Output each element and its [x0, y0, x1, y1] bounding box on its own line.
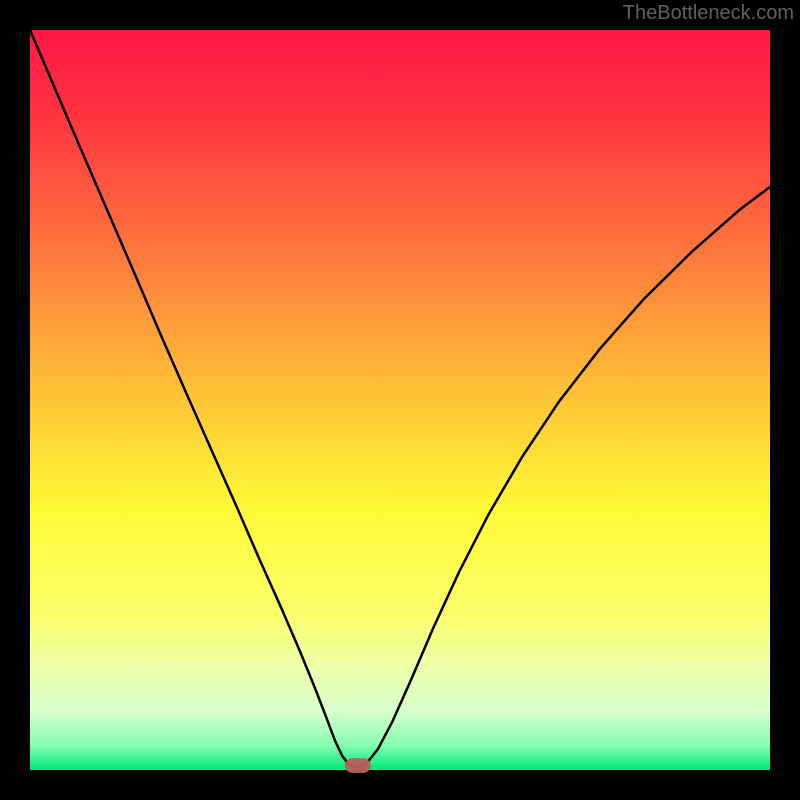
bottleneck-chart	[0, 0, 800, 800]
chart-container: TheBottleneck.com	[0, 0, 800, 800]
curve-minimum-marker	[345, 758, 371, 773]
chart-plot-area	[30, 30, 770, 770]
watermark-text: TheBottleneck.com	[623, 2, 794, 25]
